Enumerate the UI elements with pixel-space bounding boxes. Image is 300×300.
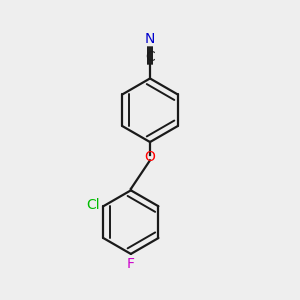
Text: C: C (145, 50, 155, 64)
Text: F: F (127, 257, 135, 272)
Text: N: N (145, 32, 155, 46)
Text: O: O (145, 150, 155, 164)
Text: Cl: Cl (86, 198, 100, 212)
